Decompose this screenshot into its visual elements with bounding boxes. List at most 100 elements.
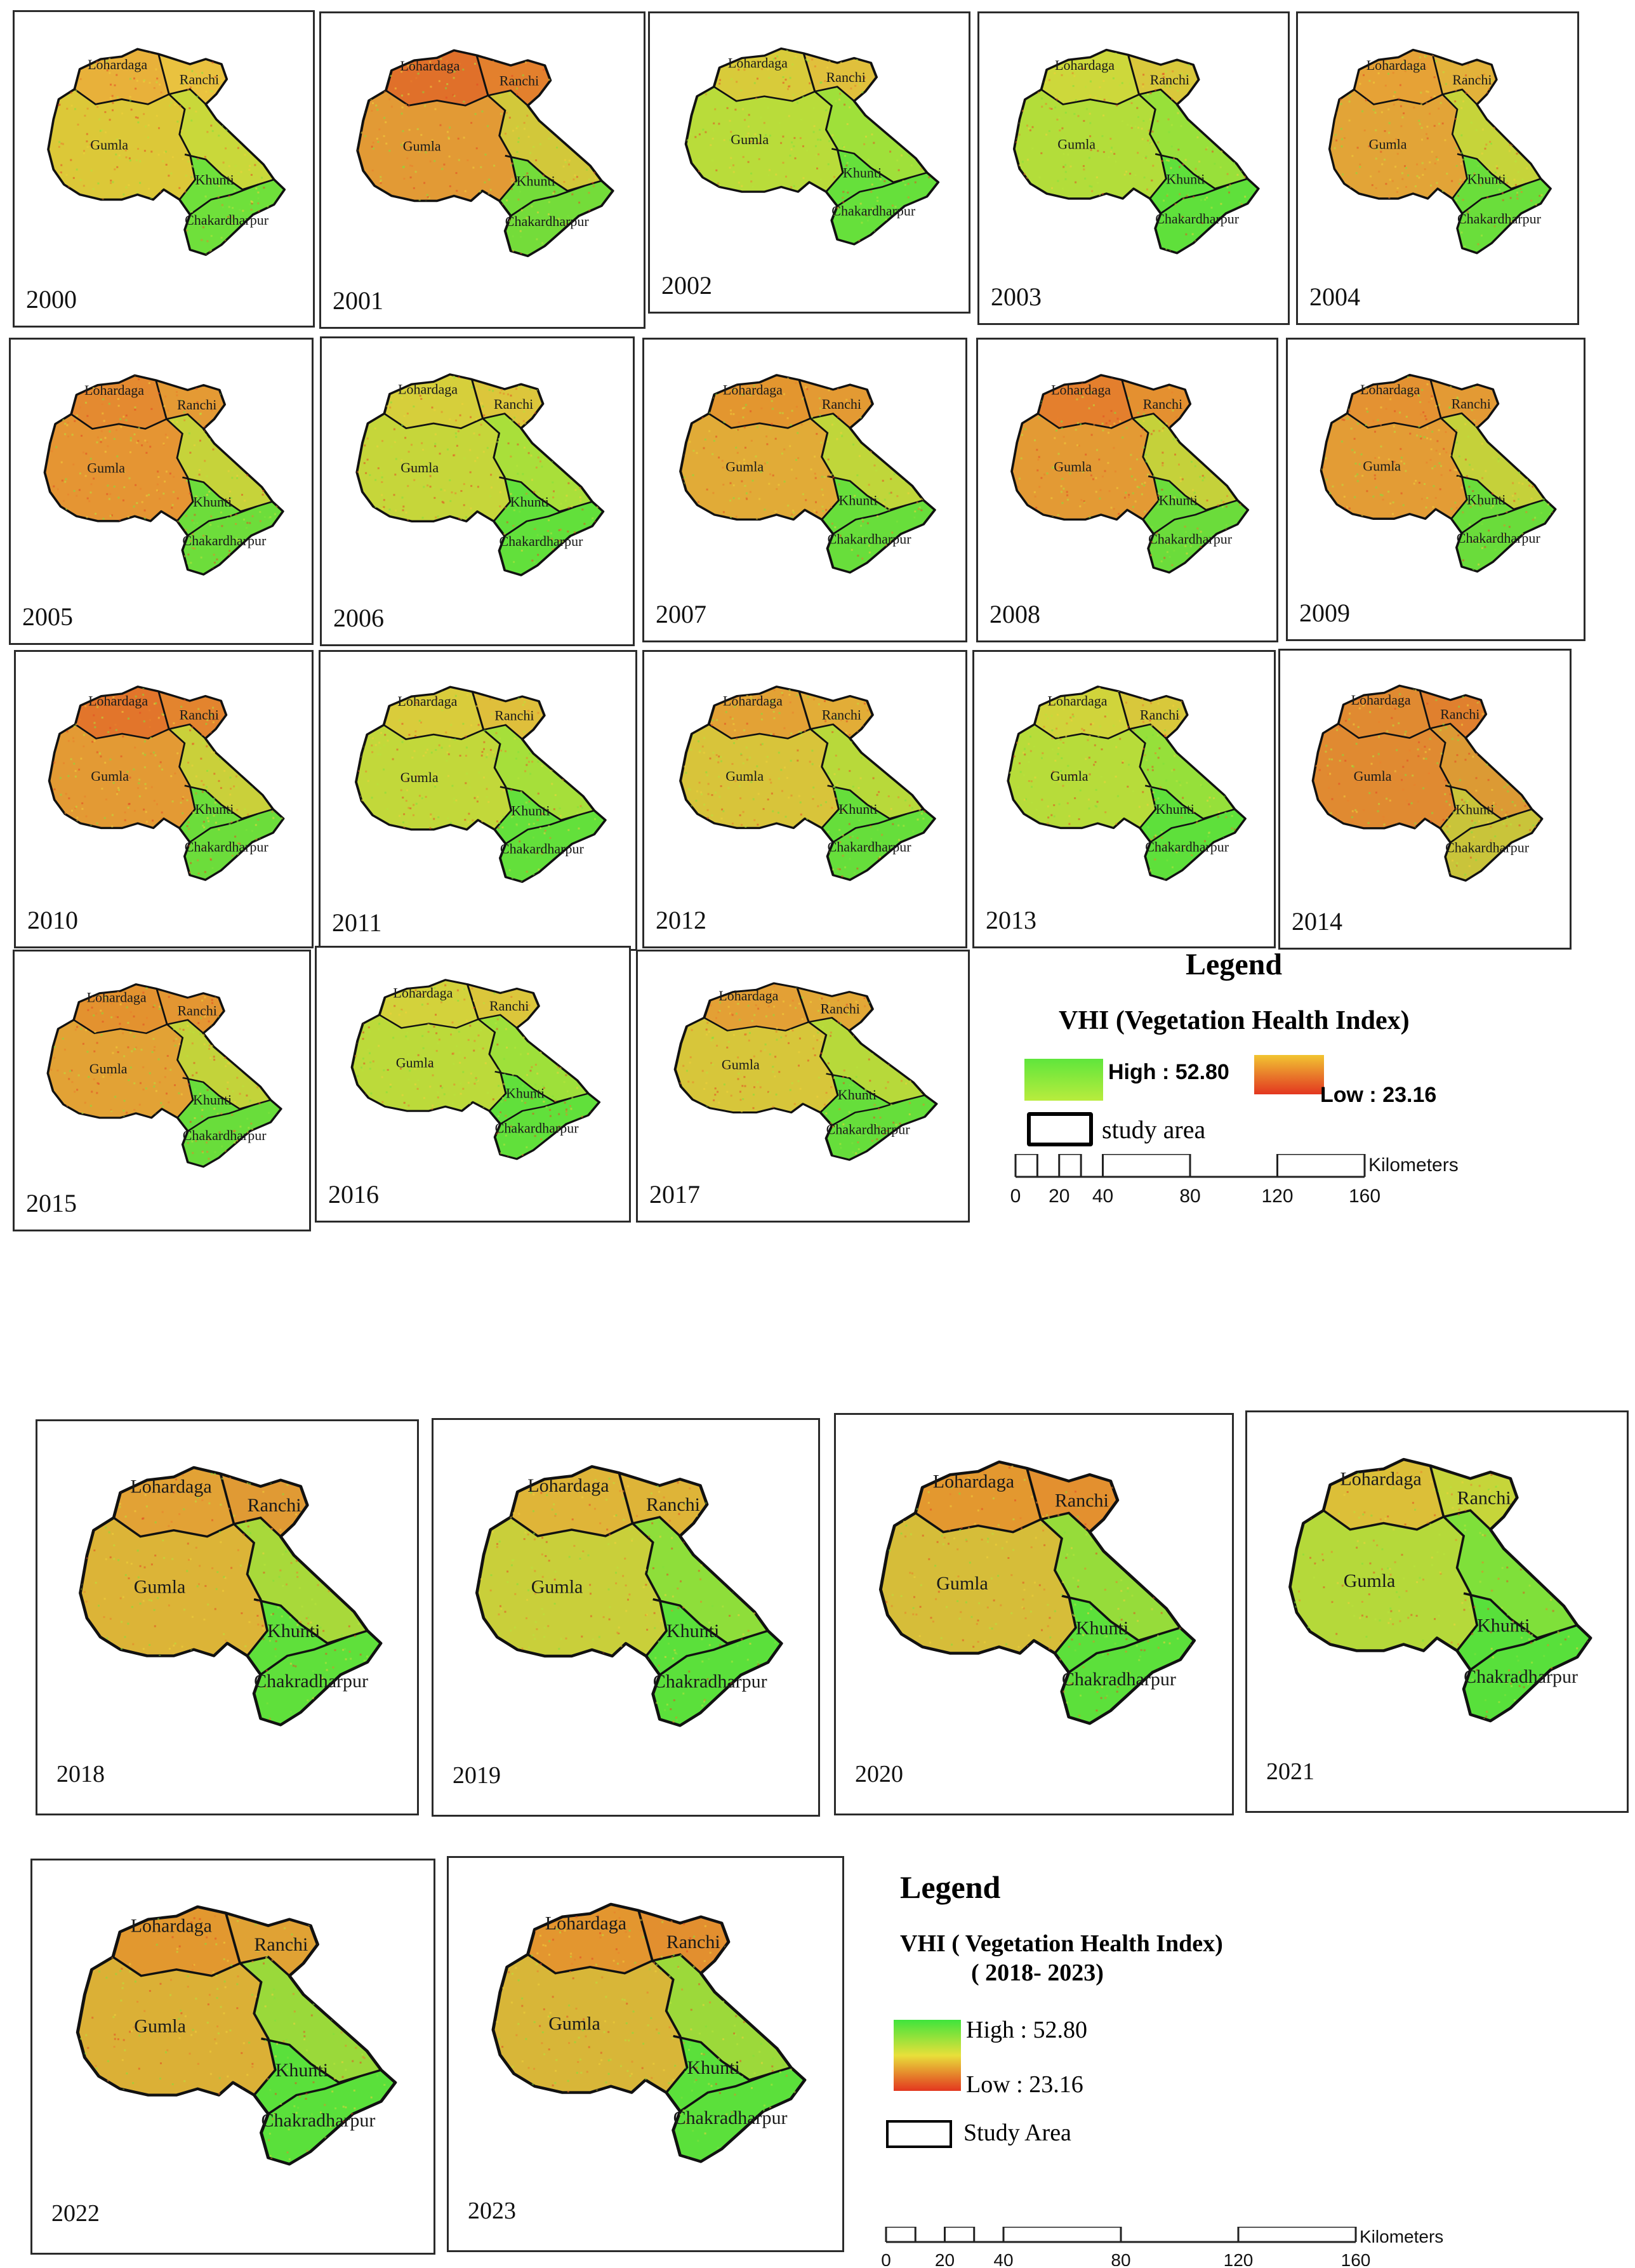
district-label-lohardaga: Lohardaga [1360, 381, 1420, 397]
map-panel: Lohardaga Ranchi Gumla Khunti Chakardharpur 2… [976, 338, 1278, 642]
district-boundary [187, 1103, 256, 1132]
district-label-gumla: Gumla [1369, 136, 1407, 152]
district-label-lohardaga: Lohardaga [527, 1475, 609, 1496]
district-boundary [827, 475, 924, 511]
district-label-gumla: Gumla [1050, 768, 1089, 784]
district-map: Lohardaga Ranchi Gumla Khunti Chakardharpur [679, 374, 936, 574]
region-se [1149, 154, 1259, 253]
region-mid [1139, 90, 1248, 189]
study-area-label: Study Area [963, 2119, 1071, 2146]
district-boundary [1148, 475, 1238, 511]
district-label-khunti: Khunti [1467, 492, 1506, 508]
district-label-chakradharpur: Chakardharpur [495, 1120, 579, 1136]
district-map: Lohardaga Ranchi Gumla Khunti Chakardharpur [1012, 48, 1260, 255]
study-area-outline [350, 979, 601, 1160]
district-label-chakradharpur: Chakardharpur [182, 533, 267, 548]
district-label-gumla: Gumla [725, 768, 764, 784]
legend-title: Legend [1186, 948, 1283, 981]
scale-bar-segments [1014, 1154, 1366, 1178]
district-boundary [831, 148, 928, 183]
study-area-outline [475, 1465, 783, 1727]
district-label-lohardaga: Lohardaga [400, 58, 460, 74]
district-boundary [1322, 1509, 1445, 1531]
district-boundary [1068, 1633, 1160, 1674]
map-panel: Lohardaga Ranchi Gumla Khunti Chakradharpur 2… [30, 1859, 435, 2255]
region-w [1290, 1510, 1478, 1651]
district-boundary [157, 53, 197, 201]
study-area-outline [679, 686, 936, 881]
district-boundary [505, 814, 578, 845]
district-label-lohardaga: Lohardaga [723, 693, 783, 708]
map-year-label: 2017 [649, 1180, 700, 1209]
district-boundary [466, 984, 507, 1111]
region-nw [1338, 686, 1431, 738]
district-boundary [1443, 1509, 1492, 1530]
district-boundary [1457, 153, 1542, 190]
district-label-ranchi: Ranchi [489, 998, 529, 1014]
region-ne [619, 1473, 707, 1536]
legend-low-label: Low : 23.16 [966, 2071, 1083, 2098]
district-map: Lohardaga Ranchi Gumla Khunti Chakradharpur [491, 1902, 807, 2163]
map-panel: Lohardaga Ranchi Gumla Khunti Chakardharpur 2… [319, 11, 645, 329]
scale-tick-label: 120 [1224, 2250, 1254, 2266]
region-nw [915, 1462, 1041, 1532]
region-ne [804, 53, 877, 102]
region-ne [156, 988, 224, 1033]
district-label-khunti: Khunti [195, 801, 234, 817]
map-year-label: 2008 [990, 600, 1040, 628]
region-w [49, 724, 195, 828]
district-label-gumla: Gumla [1363, 458, 1401, 474]
study-area-outline [76, 1905, 397, 2166]
region-mid [483, 725, 595, 820]
district-boundary [168, 88, 207, 105]
district-label-khunti: Khunti [1467, 171, 1506, 187]
district-boundary [505, 154, 602, 192]
district-boundary [1456, 475, 1546, 510]
district-label-lohardaga: Lohardaga [728, 55, 788, 71]
district-label-chakradharpur: Chakardharpur [1155, 211, 1240, 227]
district-label-chakradharpur: Chakardharpur [1145, 839, 1229, 855]
region-se [179, 154, 285, 255]
district-label-ranchi: Ranchi [822, 707, 861, 723]
district-map: Lohardaga Ranchi Gumla Khunti Chakardharpur [1010, 374, 1250, 574]
region-mid [482, 413, 593, 512]
region-nw [1354, 50, 1443, 105]
district-boundary [112, 1516, 235, 1538]
district-label-khunti: Khunti [193, 1092, 232, 1108]
study-area-outline [1328, 48, 1552, 255]
scale-bar: 0 20 40 80 120 160 Kilometers [1010, 1154, 1459, 1207]
district-label-ranchi: Ranchi [821, 1001, 860, 1017]
study-area-outline [684, 47, 940, 246]
region-ne [158, 691, 227, 739]
region-nw [74, 984, 168, 1033]
region-ne [472, 691, 545, 739]
region-nw [386, 50, 488, 106]
study-area-outline [679, 374, 936, 574]
district-map: Lohardaga Ranchi Gumla Khunti Chakardharpur [1328, 48, 1552, 255]
scale-tick-label: 160 [1341, 2250, 1371, 2266]
district-map: Lohardaga Ranchi Gumla Khunti Chakardharpur [673, 982, 938, 1161]
district-boundary [487, 89, 529, 107]
region-w [1329, 90, 1467, 199]
district-boundary [482, 413, 522, 429]
district-map: Lohardaga Ranchi Gumla Khunti Chakradharpur [1288, 1457, 1592, 1723]
region-w [1012, 413, 1159, 520]
district-boundary [1040, 88, 1140, 105]
scale-bar: 0 20 40 80 120 160 Kilometers [881, 2227, 1443, 2266]
map-year-label: 2014 [1292, 907, 1342, 936]
region-w [357, 90, 517, 201]
district-boundary [798, 691, 840, 829]
study-area-label: study area [1102, 1115, 1206, 1144]
map-panel: Lohardaga Ranchi Gumla Khunti Chakardharpur 2… [13, 10, 315, 328]
district-label-ranchi: Ranchi [826, 69, 866, 85]
region-nw [1347, 375, 1441, 428]
region-nw [112, 1906, 241, 1976]
district-label-ranchi: Ranchi [1457, 1487, 1511, 1508]
district-map: Lohardaga Ranchi Gumla Khunti Chakardharpur [356, 49, 614, 258]
district-map: Lohardaga Ranchi Gumla Khunti Chakardharpur [46, 983, 282, 1168]
district-boundary [483, 724, 523, 740]
region-nw [71, 375, 167, 429]
legend-high-label: High : 52.80 [1108, 1060, 1229, 1084]
district-label-lohardaga: Lohardaga [397, 693, 457, 709]
region-se [177, 477, 283, 574]
